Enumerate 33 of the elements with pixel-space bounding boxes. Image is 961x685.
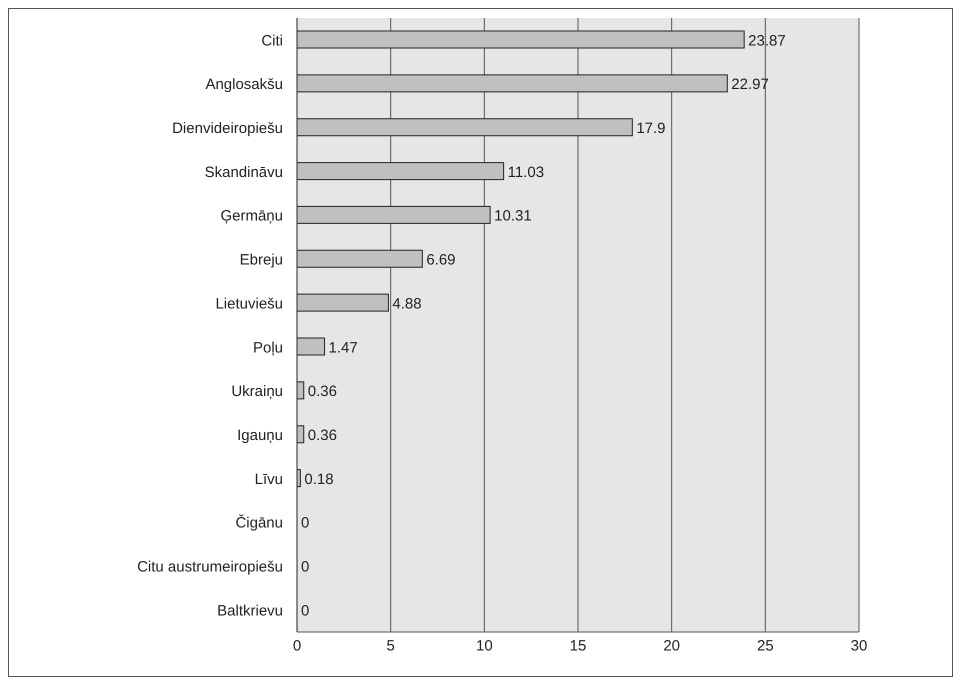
- x-tick-label: 5: [386, 638, 395, 655]
- y-tick-label: Citu austrumeiropiešu: [137, 558, 283, 576]
- y-tick-label: Ebreju: [240, 252, 283, 269]
- x-tick-label: 20: [663, 638, 680, 655]
- x-tick-label: 0: [292, 638, 302, 655]
- data-label: 4.88: [392, 295, 422, 312]
- y-tick-label: Lietuviešu: [215, 295, 283, 312]
- y-tick-label: Skandināvu: [204, 164, 283, 181]
- y-tick-label: Poļu: [252, 339, 283, 356]
- data-label: 6.69: [426, 252, 456, 269]
- data-label: 0.36: [308, 383, 337, 400]
- y-tick-label: Dienvideiropiešu: [172, 120, 283, 137]
- x-tick-label: 15: [570, 638, 586, 655]
- data-label: 17.9: [636, 120, 666, 137]
- data-label: 0: [301, 558, 310, 576]
- y-tick-label: Ukraiņu: [231, 383, 283, 400]
- y-tick-label: Citi: [261, 32, 283, 50]
- data-label: 0.18: [304, 470, 334, 488]
- data-label: 11.03: [508, 164, 544, 181]
- data-label: 0: [301, 514, 310, 532]
- x-tick-label: 10: [476, 638, 493, 655]
- y-tick-label: Ģermāņu: [220, 208, 283, 225]
- y-tick-label: Līvu: [254, 470, 283, 488]
- y-tick-label: Igauņu: [237, 426, 283, 444]
- x-tick-label: 30: [850, 638, 868, 655]
- data-label: 0: [301, 602, 310, 620]
- y-tick-label: Anglosakšu: [205, 76, 283, 94]
- data-label: 10.31: [494, 208, 532, 225]
- data-label: 1.47: [328, 339, 358, 356]
- data-label: 0.36: [308, 426, 337, 444]
- y-tick-label: Baltkrievu: [217, 602, 283, 620]
- y-tick-label: Čigānu: [235, 514, 283, 532]
- x-tick-label: 25: [756, 638, 774, 655]
